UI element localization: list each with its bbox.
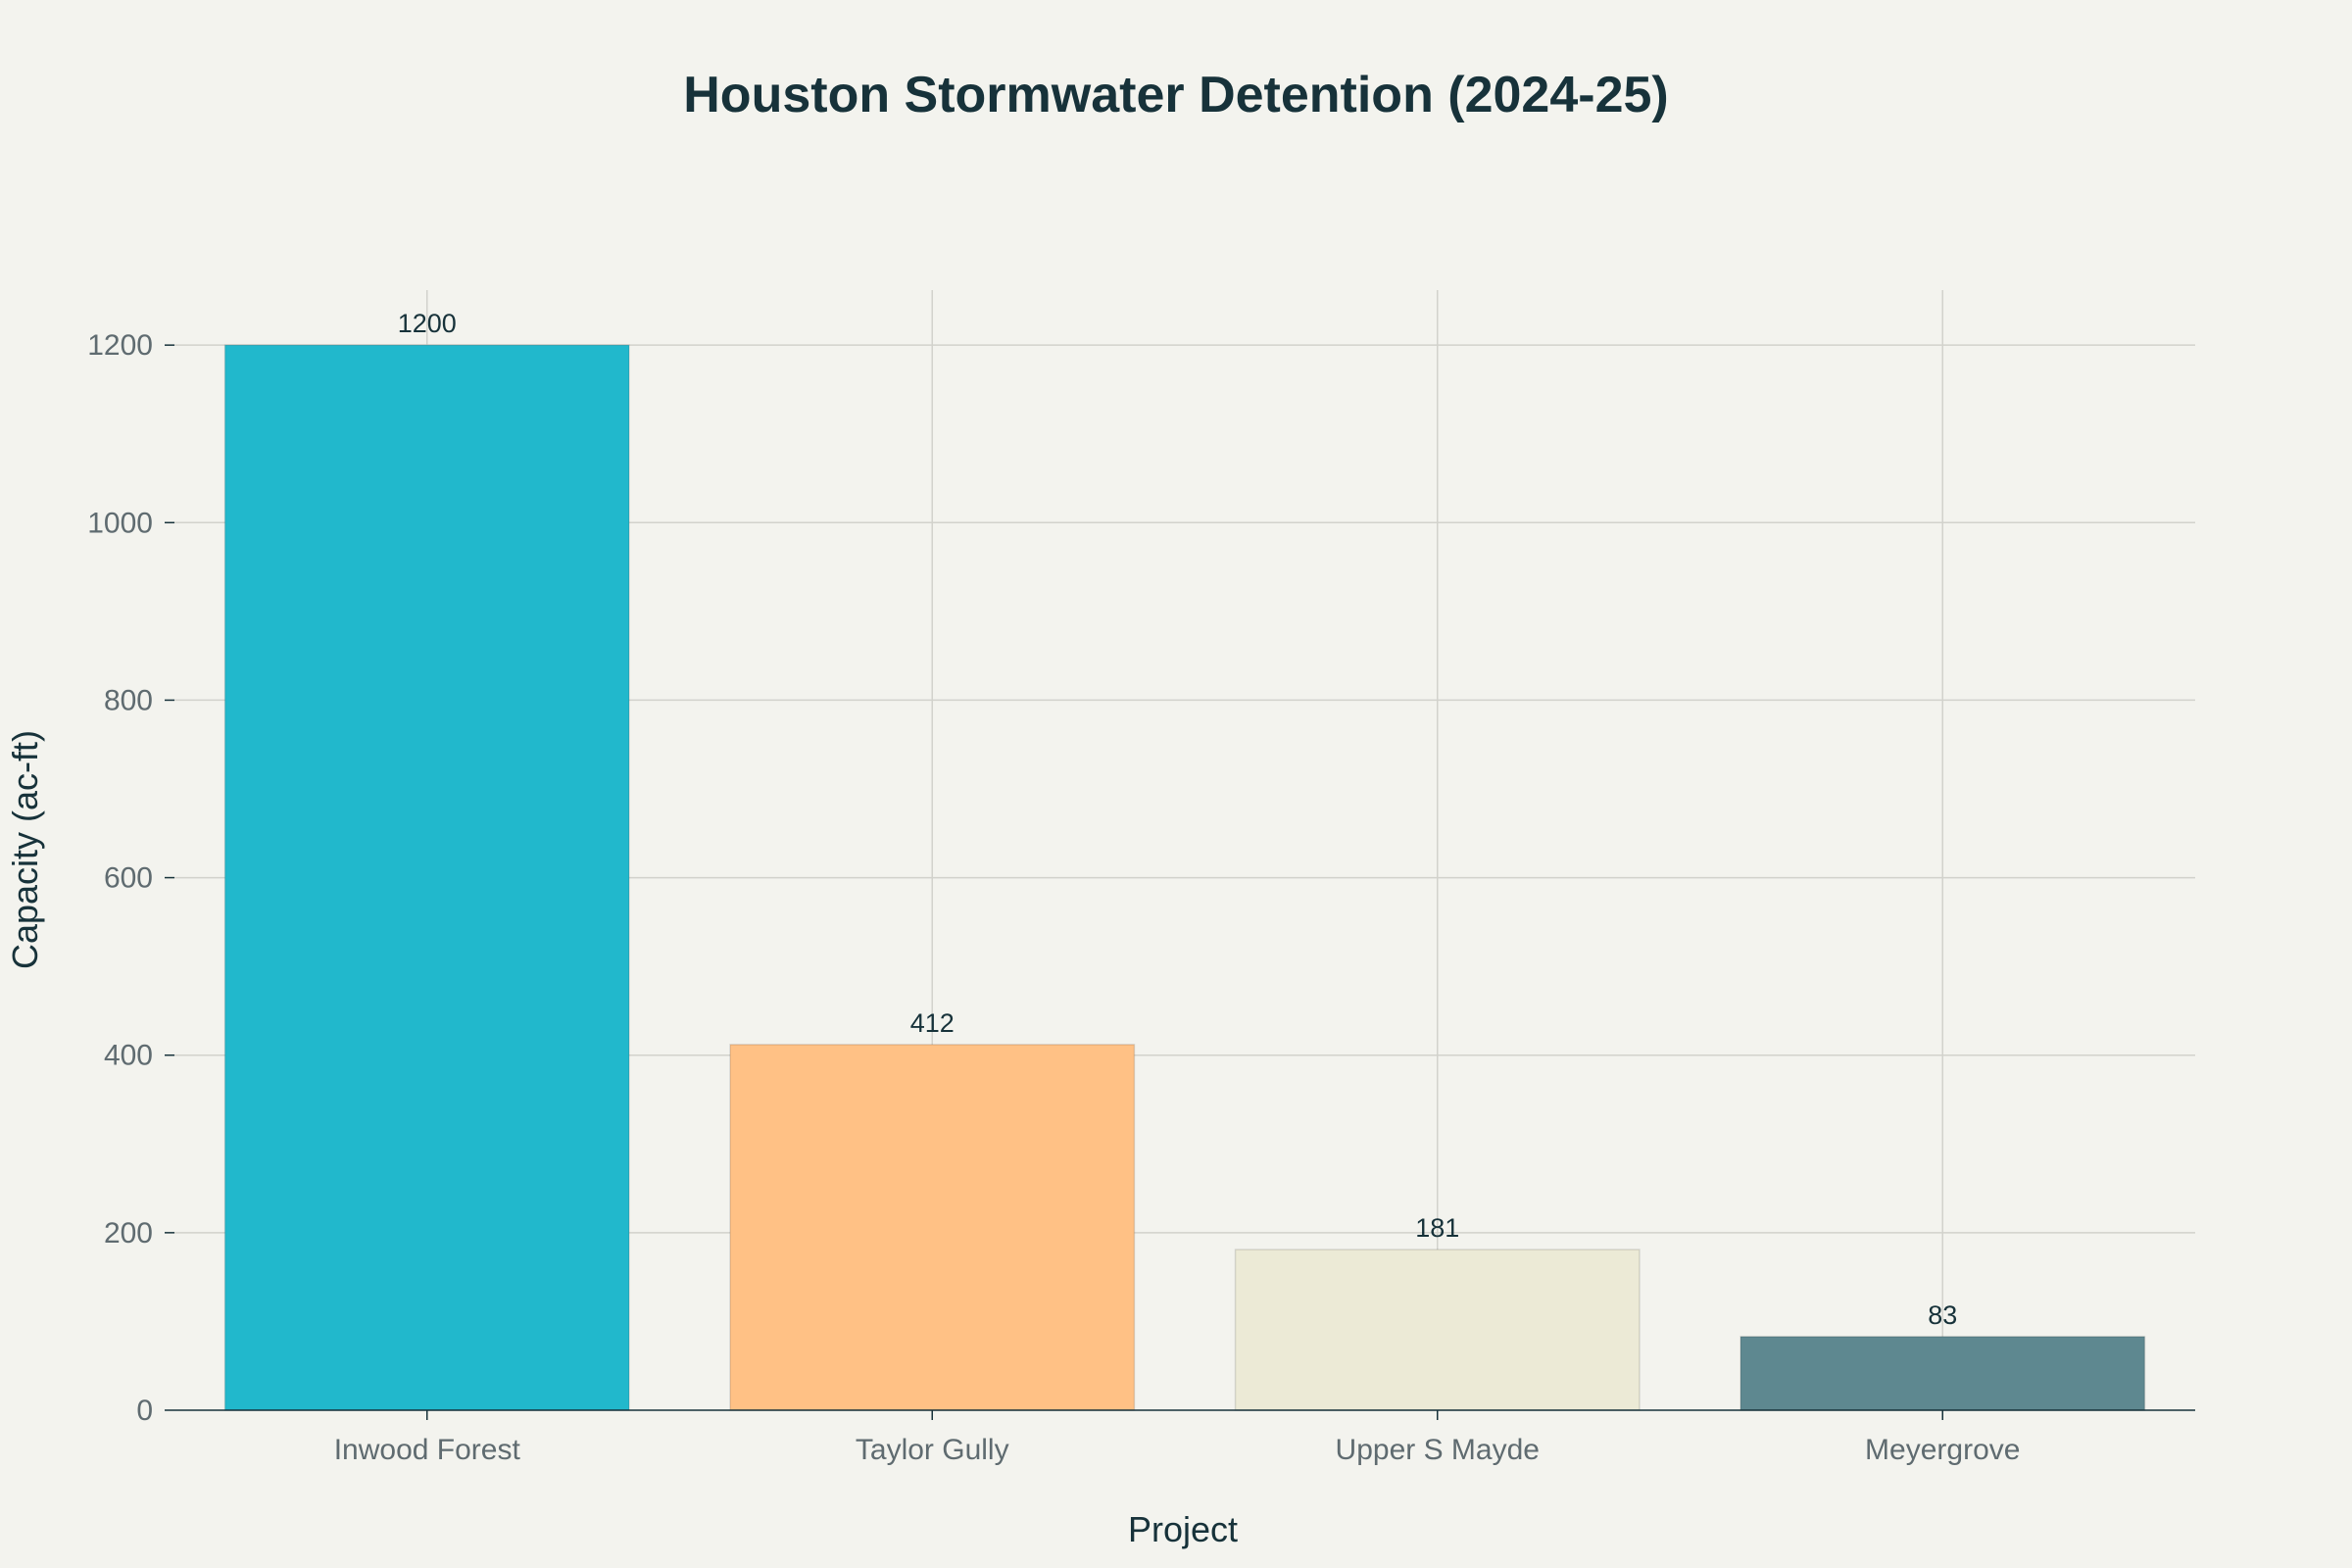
axis-layer bbox=[165, 344, 2195, 1420]
data-label: 1200 bbox=[398, 309, 457, 338]
x-tick-label: Inwood Forest bbox=[334, 1434, 521, 1466]
data-label: 181 bbox=[1415, 1213, 1459, 1243]
y-tick-label: 0 bbox=[136, 1395, 153, 1427]
x-tick-label: Taylor Gully bbox=[856, 1434, 1009, 1466]
labels-layer: 0 200 400 600 800 1000 1200 Inwood Forest 1200 Ta… bbox=[87, 309, 2020, 1466]
bar bbox=[223, 344, 630, 1411]
bar bbox=[1740, 1336, 2146, 1411]
bar bbox=[729, 1044, 1136, 1411]
y-tick-label: 600 bbox=[104, 862, 153, 895]
x-tick-label: Upper S Mayde bbox=[1336, 1434, 1540, 1466]
y-tick-label: 1200 bbox=[87, 329, 153, 362]
y-tick-label: 400 bbox=[104, 1040, 153, 1072]
y-tick-label: 200 bbox=[104, 1217, 153, 1250]
bar bbox=[1234, 1249, 1641, 1411]
y-tick-label: 1000 bbox=[87, 507, 153, 539]
data-label: 412 bbox=[910, 1008, 955, 1038]
y-tick-label: 800 bbox=[104, 684, 153, 716]
x-axis-title: Project bbox=[1128, 1509, 1238, 1549]
y-axis-title: Capacity (ac-ft) bbox=[5, 730, 45, 969]
data-label: 83 bbox=[1928, 1300, 1957, 1330]
chart-title: Houston Stormwater Detention (2024-25) bbox=[683, 67, 1669, 123]
x-tick-label: Meyergrove bbox=[1865, 1434, 2020, 1466]
